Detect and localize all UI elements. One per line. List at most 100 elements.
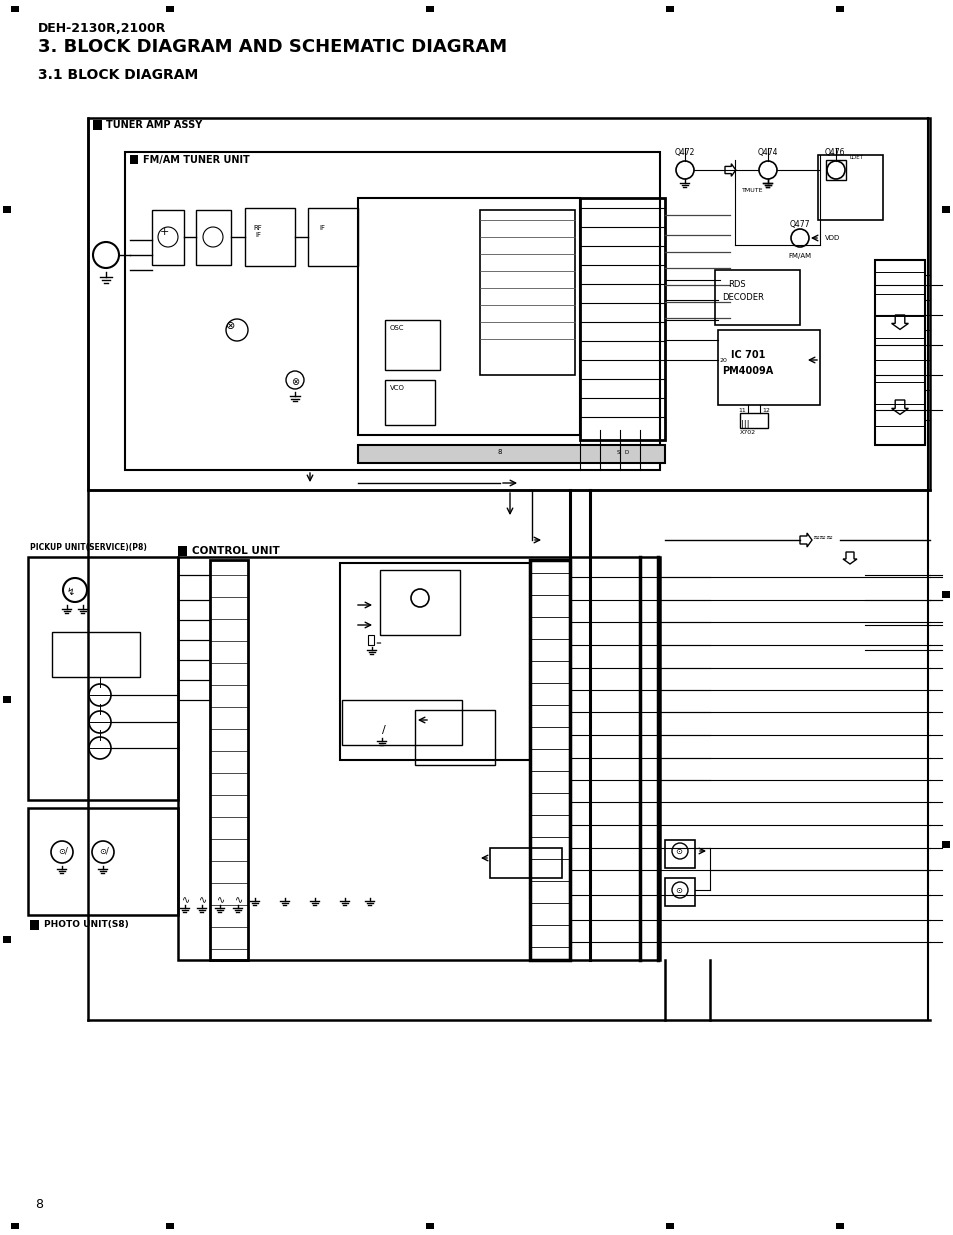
Bar <box>357 445 664 463</box>
Bar <box>357 198 579 435</box>
Text: Q474: Q474 <box>757 148 778 157</box>
Text: 3. BLOCK DIAGRAM AND SCHEMATIC DIAGRAM: 3. BLOCK DIAGRAM AND SCHEMATIC DIAGRAM <box>38 38 507 56</box>
Bar <box>835 6 843 12</box>
Bar <box>718 330 820 405</box>
Text: /: / <box>381 725 385 735</box>
Text: IC 701: IC 701 <box>730 350 764 359</box>
Bar <box>88 119 929 490</box>
Text: LDET: LDET <box>849 156 863 161</box>
Bar <box>341 700 461 745</box>
Bar <box>195 210 231 266</box>
Text: PM4009A: PM4009A <box>721 366 773 375</box>
Text: CONTROL UNIT: CONTROL UNIT <box>192 546 279 556</box>
Bar <box>30 920 39 930</box>
Bar <box>941 841 949 848</box>
Bar <box>166 6 173 12</box>
Bar <box>385 320 439 370</box>
Text: TMUTE: TMUTE <box>741 188 763 193</box>
Bar <box>3 206 11 212</box>
Bar <box>579 198 664 440</box>
Bar <box>11 1223 19 1229</box>
Bar <box>426 1223 434 1229</box>
Bar <box>479 210 575 375</box>
Bar <box>166 1223 173 1229</box>
Bar <box>874 261 924 445</box>
Bar <box>665 6 673 12</box>
Text: PICKUP UNIT(SERVICE)(P8): PICKUP UNIT(SERVICE)(P8) <box>30 543 147 552</box>
Bar <box>178 557 659 960</box>
Text: PHOTO UNIT(S8): PHOTO UNIT(S8) <box>44 920 129 929</box>
Bar <box>11 6 19 12</box>
Bar <box>368 635 374 645</box>
Bar <box>530 559 569 960</box>
Text: S: S <box>617 450 619 454</box>
Text: ⊙/: ⊙/ <box>99 847 109 856</box>
Bar <box>825 161 845 180</box>
Bar <box>490 848 561 878</box>
Text: =: = <box>375 640 380 646</box>
Bar <box>664 840 695 868</box>
Text: VDD: VDD <box>824 235 840 241</box>
Bar <box>714 270 800 325</box>
Text: +: + <box>159 227 169 237</box>
Text: RDS: RDS <box>727 280 745 289</box>
Text: ∿: ∿ <box>216 895 225 905</box>
Bar <box>379 571 459 635</box>
Bar <box>817 156 882 220</box>
Text: ⊗: ⊗ <box>291 377 299 387</box>
Text: 20: 20 <box>720 358 727 363</box>
Bar <box>308 207 357 266</box>
Text: ∿: ∿ <box>199 895 207 905</box>
Text: ↯: ↯ <box>67 587 75 597</box>
Text: TUNER AMP ASSY: TUNER AMP ASSY <box>106 120 202 130</box>
Bar <box>210 559 248 960</box>
Text: RF
IF: RF IF <box>253 225 262 238</box>
Text: DEH-2130R,2100R: DEH-2130R,2100R <box>38 22 166 35</box>
Bar <box>665 1223 673 1229</box>
Bar <box>3 936 11 944</box>
Text: X702: X702 <box>740 430 756 435</box>
Bar <box>125 152 659 471</box>
Bar <box>740 412 767 429</box>
Text: DECODER: DECODER <box>721 293 763 303</box>
Bar <box>178 546 187 556</box>
Text: 3.1 BLOCK DIAGRAM: 3.1 BLOCK DIAGRAM <box>38 68 198 82</box>
Text: |||: ||| <box>740 420 748 429</box>
Text: Q472: Q472 <box>674 148 695 157</box>
Text: 12: 12 <box>761 408 769 412</box>
Text: Q477: Q477 <box>789 220 809 228</box>
Text: D: D <box>624 450 629 454</box>
Text: IF: IF <box>318 225 325 231</box>
Text: 8: 8 <box>497 450 501 454</box>
Text: OSC: OSC <box>390 325 404 331</box>
Bar <box>835 1223 843 1229</box>
Text: FM/AM TUNER UNIT: FM/AM TUNER UNIT <box>143 156 250 165</box>
Text: ⊙: ⊙ <box>675 885 681 895</box>
Bar <box>245 207 294 266</box>
Text: FM/AM: FM/AM <box>787 253 811 259</box>
Text: ≈≈≈: ≈≈≈ <box>811 532 832 541</box>
Bar <box>664 878 695 906</box>
Bar <box>426 6 434 12</box>
Text: ∿: ∿ <box>234 895 243 905</box>
Bar <box>415 710 495 764</box>
Text: ⊗: ⊗ <box>226 321 235 331</box>
Bar <box>941 206 949 212</box>
Text: VCO: VCO <box>390 385 404 391</box>
Text: Q476: Q476 <box>824 148 844 157</box>
Bar <box>339 563 530 760</box>
Text: 11: 11 <box>738 408 745 412</box>
Bar <box>130 156 138 164</box>
Bar <box>152 210 184 266</box>
Bar <box>52 632 140 677</box>
Text: ⊙: ⊙ <box>675 847 681 856</box>
Text: 8: 8 <box>35 1198 43 1212</box>
Bar <box>28 808 178 915</box>
Bar <box>3 697 11 703</box>
Text: ∿: ∿ <box>182 895 190 905</box>
Bar <box>28 557 178 800</box>
Text: ⊙/: ⊙/ <box>58 847 68 856</box>
Bar <box>92 120 102 130</box>
Bar <box>941 592 949 598</box>
Bar <box>385 380 435 425</box>
